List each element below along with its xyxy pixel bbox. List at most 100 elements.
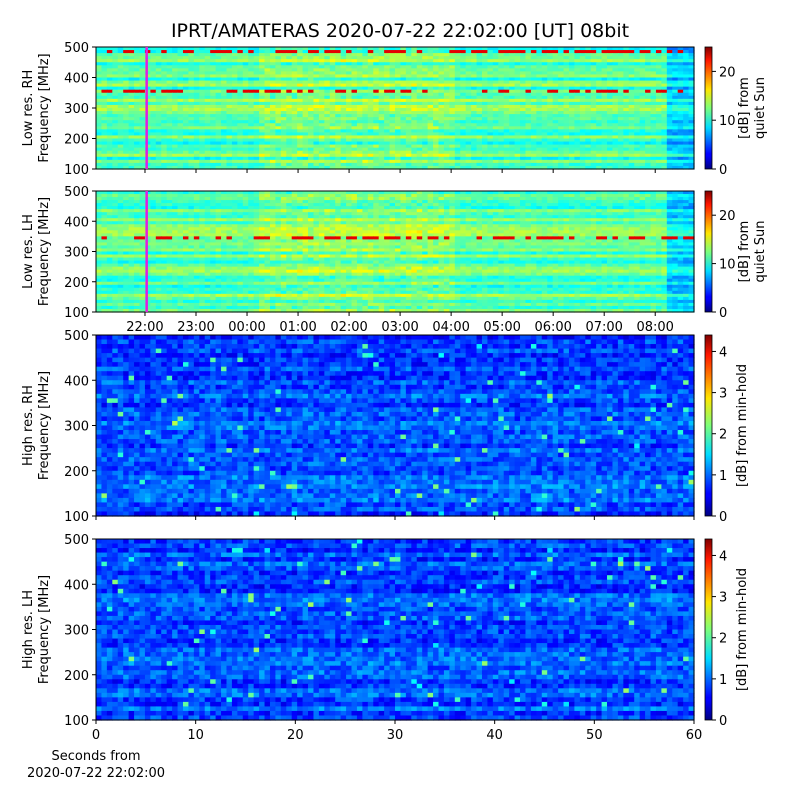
spectrogram-cell [530,53,537,57]
spectrogram-cell [416,53,423,57]
spectrogram-cell [384,59,391,63]
spectrogram-cell [438,56,445,60]
spectrogram-cell [199,74,206,79]
spectrogram-cell [547,62,554,66]
spectrogram-cell [552,89,559,94]
spectrogram-cell [231,83,238,88]
spectrogram-cell [112,80,119,85]
spectrogram-cell [318,50,325,54]
spectrogram-cell [378,92,385,97]
spectrogram-cell [101,86,108,91]
spectrogram-cell [346,89,353,94]
spectrogram-cell [264,86,271,91]
spectrogram-cell [405,89,412,94]
spectrogram-cell [688,95,695,100]
spectrogram-cell [422,89,429,94]
spectrogram-cell [139,68,146,72]
spectrogram-cell [134,77,141,82]
spectrogram-cell [481,77,489,82]
spectrogram-cell [346,98,353,103]
spectrogram-cell [329,77,336,82]
spectrogram-cell [297,65,304,69]
spectrogram-cell [280,86,287,91]
spectrogram-cell [226,65,233,69]
spectrogram-cell [476,95,483,100]
spectrogram-cell [607,77,614,82]
spectrogram-cell [286,89,293,94]
spectrogram-cell [416,50,423,54]
spectrogram-cell [112,92,119,97]
spectrogram-cell [259,74,266,79]
spectrogram-cell [596,80,603,85]
spectrogram-cell [650,47,657,51]
spectrogram-cell [253,74,260,79]
spectrogram-cell [645,65,652,69]
spectrogram-cell [601,95,608,100]
spectrogram-cell [433,86,440,91]
spectrogram-cell [378,101,385,106]
spectrogram-cell [182,92,190,97]
spectrogram-cell [645,95,652,100]
spectrogram-cell [454,50,461,54]
spectrogram-cell [568,80,575,85]
spectrogram-cell [568,86,575,91]
spectrogram-cell [465,53,472,57]
spectrogram-cell [117,53,124,57]
spectrogram-cell [389,86,396,91]
spectrogram-cell [443,95,450,100]
spectrogram-cell [639,80,646,85]
spectrogram-cell [487,65,494,69]
spectrogram-cell [628,50,635,54]
spectrogram-cell [356,68,363,72]
spectrogram-cell [596,92,603,97]
spectrogram-cell [509,68,516,72]
spectrogram-cell [443,92,450,97]
spectrogram-cell [433,50,440,54]
spectrogram-cell [579,47,586,51]
spectrogram-cell [302,74,309,79]
spectrogram-cell [269,101,276,106]
spectrogram-cell [128,47,135,51]
spectrogram-cell [460,89,467,94]
spectrogram-cell [367,101,374,106]
spectrogram-cell [520,77,527,82]
spectrogram-cell [492,92,499,97]
spectrogram-cell [329,53,336,57]
spectrogram-cell [161,101,168,106]
spectrogram-cell [117,95,124,100]
spectrogram-cell [661,56,668,60]
spectrogram-cell [204,92,211,97]
spectrogram-cell [134,80,141,85]
spectrogram-cell [112,74,119,79]
spectrogram-cell [503,59,510,63]
spectrogram-cell [590,74,597,79]
spectrogram-cell [655,59,662,63]
spectrogram-cell [503,89,510,94]
spectrogram-cell [422,95,429,100]
spectrogram-cell [204,89,211,94]
spectrogram-cell [503,68,510,72]
spectrogram-cell [123,68,130,72]
spectrogram-cell [579,59,586,63]
spectrogram-cell [96,89,103,94]
spectrogram-cell [318,92,325,97]
spectrogram-cell [253,89,260,94]
spectrogram-cell [476,89,483,94]
spectrogram-cell [150,92,157,97]
spectrogram-cell [302,95,309,100]
spectrogram-cell [182,101,190,106]
spectrogram-cell [509,71,516,76]
spectrogram-cell [498,62,505,66]
spectrogram-cell [367,56,374,60]
spectrogram-cell [427,53,434,57]
spectrogram-cell [503,95,510,100]
spectrogram-cell [221,56,228,60]
spectrogram-cell [492,53,499,57]
spectrogram-cell [226,50,233,54]
spectrogram-cell [579,95,586,100]
spectrogram-cell [356,95,363,100]
spectrogram-cell [237,59,244,63]
spectrogram-cell [210,71,217,76]
spectrogram-cell [677,62,684,66]
